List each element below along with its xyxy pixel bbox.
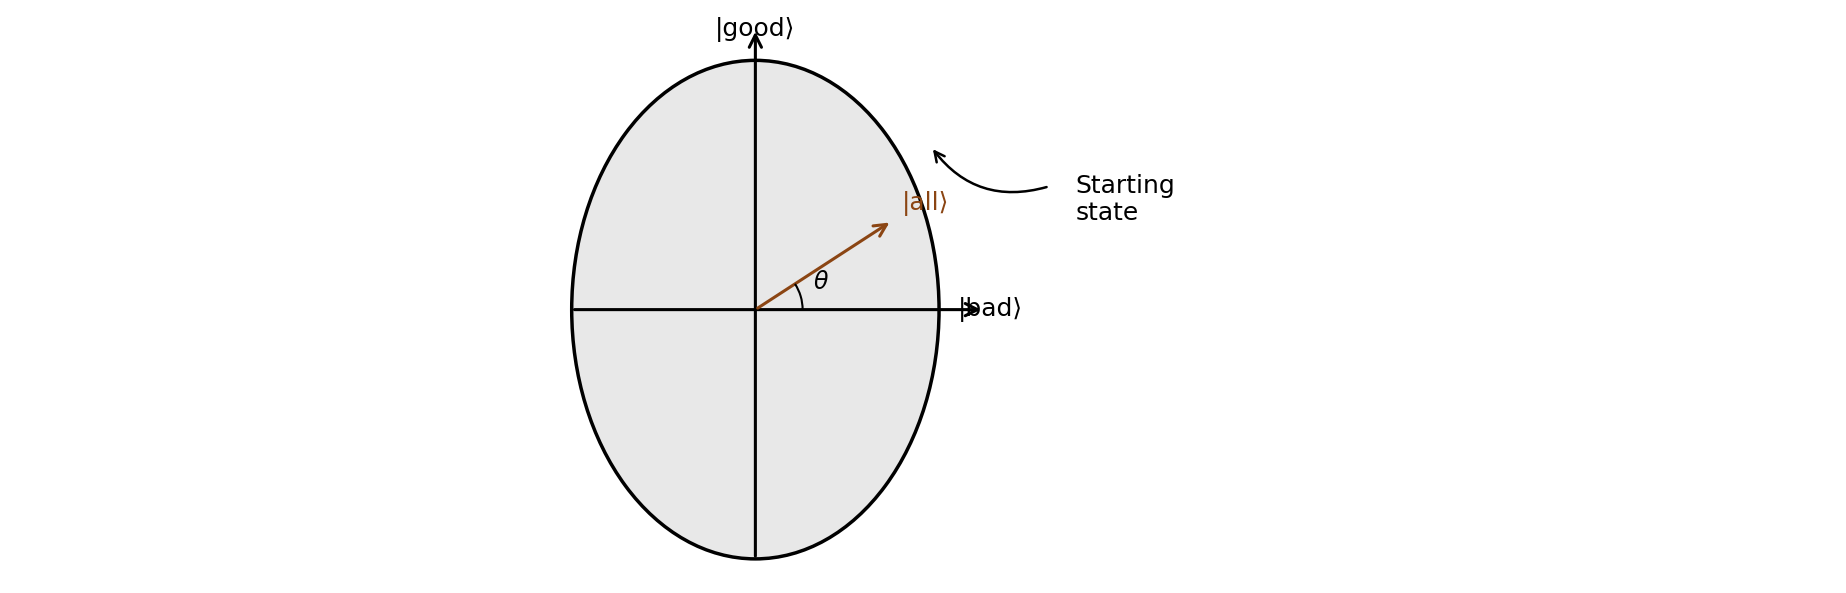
Text: |bad⟩: |bad⟩ [958,297,1023,322]
Text: θ: θ [812,270,827,294]
Text: |all⟩: |all⟩ [903,191,949,216]
Text: Starting
state: Starting state [1076,174,1176,225]
Text: |good⟩: |good⟩ [714,17,796,42]
Ellipse shape [572,60,940,559]
